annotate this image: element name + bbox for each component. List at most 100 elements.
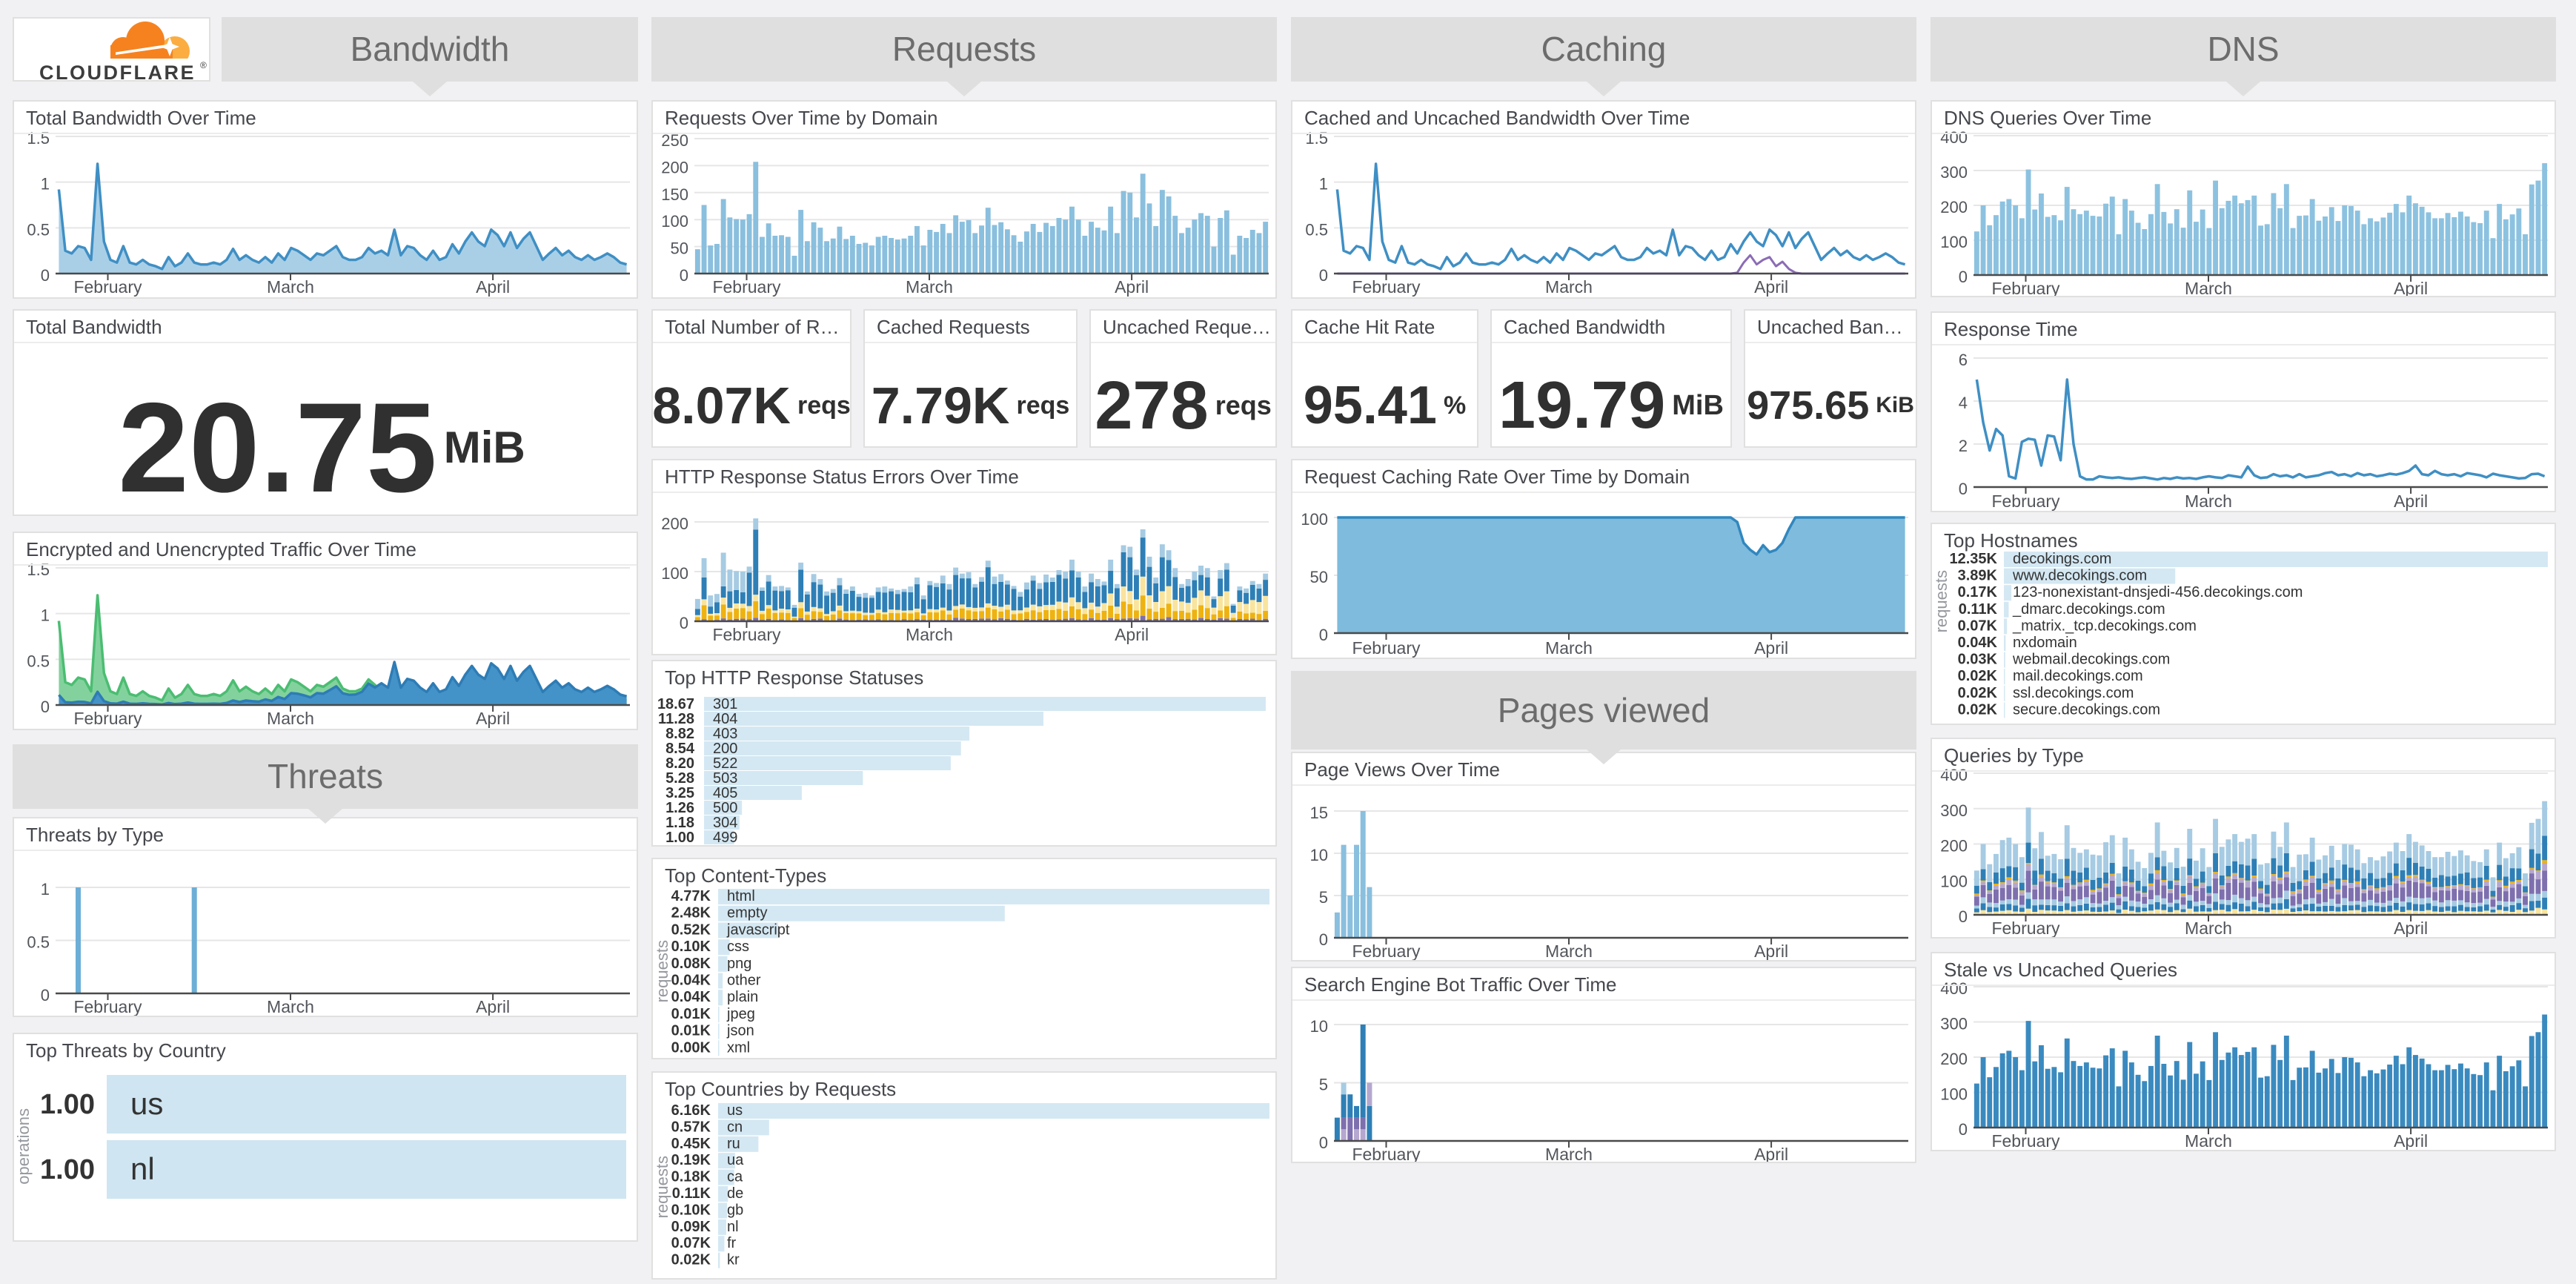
svg-text:6.16K: 6.16K <box>671 1102 711 1119</box>
svg-text:CLOUDFLARE: CLOUDFLARE <box>39 62 196 82</box>
svg-text:April: April <box>1115 277 1149 297</box>
svg-text:200: 200 <box>661 158 688 176</box>
svg-text:1.00: 1.00 <box>40 1154 95 1185</box>
svg-text:March: March <box>1545 942 1593 961</box>
svg-text:1.00: 1.00 <box>40 1089 95 1120</box>
svg-text:400: 400 <box>1940 979 1968 998</box>
svg-text:1.5: 1.5 <box>1305 129 1328 148</box>
svg-text:1: 1 <box>1319 175 1328 193</box>
svg-text:0: 0 <box>1319 626 1328 644</box>
svg-text:0: 0 <box>1319 930 1328 949</box>
svg-text:April: April <box>2394 492 2428 511</box>
svg-text:1.5: 1.5 <box>27 129 50 148</box>
svg-text:50: 50 <box>671 239 688 258</box>
svg-text:0.5: 0.5 <box>1305 220 1328 239</box>
svg-text:February: February <box>73 997 142 1016</box>
svg-text:1.5: 1.5 <box>27 560 50 579</box>
svg-text:0.19K: 0.19K <box>671 1152 711 1168</box>
svg-text:March: March <box>2185 1131 2232 1151</box>
svg-text:March: March <box>1545 638 1593 658</box>
svg-text:1.26: 1.26 <box>665 800 694 816</box>
svg-text:0: 0 <box>41 266 50 285</box>
svg-text:1: 1 <box>41 880 50 899</box>
svg-text:5.28: 5.28 <box>665 770 694 787</box>
svg-text:100: 100 <box>661 564 688 583</box>
svg-text:April: April <box>1754 638 1788 658</box>
svg-text:400: 400 <box>1940 766 1968 784</box>
svg-text:3.89K: 3.89K <box>1958 568 1998 584</box>
svg-text:0.5: 0.5 <box>27 220 50 239</box>
svg-text:nl: nl <box>727 1219 739 1235</box>
svg-text:4: 4 <box>1959 394 1968 412</box>
svg-text:123-nonexistant-dnsjedi-456.de: 123-nonexistant-dnsjedi-456.decokings.co… <box>2013 584 2303 600</box>
svg-text:0: 0 <box>1959 907 1968 926</box>
svg-text:us: us <box>130 1086 163 1121</box>
svg-text:0.11K: 0.11K <box>672 1185 711 1202</box>
svg-text:February: February <box>73 709 142 728</box>
svg-text:nl: nl <box>130 1151 155 1186</box>
svg-text:100: 100 <box>1940 872 1968 890</box>
svg-text:8.82: 8.82 <box>665 726 694 742</box>
svg-text:mail.decokings.com: mail.decokings.com <box>2013 668 2143 684</box>
svg-text:webmail.decokings.com: webmail.decokings.com <box>2012 652 2170 668</box>
svg-text:200: 200 <box>661 514 688 533</box>
svg-text:405: 405 <box>713 785 737 801</box>
svg-text:300: 300 <box>1940 801 1968 820</box>
svg-text:1.00: 1.00 <box>665 830 694 846</box>
svg-text:April: April <box>1754 277 1788 297</box>
svg-text:100: 100 <box>1940 1085 1968 1104</box>
svg-text:18.67: 18.67 <box>657 696 694 712</box>
svg-text:0: 0 <box>1319 266 1328 285</box>
svg-text:February: February <box>712 277 781 297</box>
svg-text:0.18K: 0.18K <box>671 1169 711 1185</box>
svg-text:March: March <box>2185 279 2232 297</box>
svg-text:other: other <box>727 973 761 989</box>
svg-text:499: 499 <box>713 830 737 846</box>
svg-text:0.52K: 0.52K <box>671 921 711 938</box>
svg-text:0.11K: 0.11K <box>1959 601 1998 618</box>
svg-text:March: March <box>2185 492 2232 511</box>
svg-text:de: de <box>727 1185 743 1202</box>
svg-text:0.5: 0.5 <box>27 933 50 952</box>
svg-text:0.02K: 0.02K <box>1958 668 1998 684</box>
svg-text:100: 100 <box>661 212 688 231</box>
svg-text:_matrix._tcp.decokings.com: _matrix._tcp.decokings.com <box>2012 618 2197 634</box>
svg-text:plain: plain <box>727 989 758 1005</box>
svg-text:0.02K: 0.02K <box>1958 701 1998 718</box>
svg-text:png: png <box>727 956 751 972</box>
svg-text:15: 15 <box>1310 804 1328 822</box>
svg-text:March: March <box>2185 919 2232 938</box>
svg-text:150: 150 <box>661 185 688 204</box>
svg-text:0.07K: 0.07K <box>671 1235 711 1251</box>
svg-text:ca: ca <box>727 1169 743 1185</box>
svg-text:200: 200 <box>1940 198 1968 216</box>
svg-text:4.77K: 4.77K <box>671 888 711 904</box>
svg-text:secure.decokings.com: secure.decokings.com <box>2013 701 2160 718</box>
svg-text:2: 2 <box>1959 437 1968 455</box>
svg-text:April: April <box>2394 279 2428 297</box>
svg-text:0: 0 <box>680 614 688 632</box>
svg-text:April: April <box>1115 625 1149 644</box>
svg-text:301: 301 <box>713 696 737 712</box>
svg-text:html: html <box>727 888 755 904</box>
svg-text:www.decokings.com: www.decokings.com <box>2012 568 2147 584</box>
svg-text:February: February <box>1352 942 1421 961</box>
svg-text:0.10K: 0.10K <box>671 939 711 955</box>
svg-text:javascript: javascript <box>726 921 790 938</box>
svg-text:March: March <box>267 997 314 1016</box>
svg-text:300: 300 <box>1940 163 1968 182</box>
svg-text:css: css <box>727 939 749 955</box>
svg-text:February: February <box>1991 1131 2060 1151</box>
svg-text:json: json <box>726 1023 754 1039</box>
svg-text:10: 10 <box>1310 1017 1328 1036</box>
svg-text:0.10K: 0.10K <box>671 1202 711 1218</box>
svg-text:12.35K: 12.35K <box>1950 551 1998 567</box>
svg-text:0: 0 <box>680 266 688 285</box>
svg-text:April: April <box>476 277 510 297</box>
svg-text:0: 0 <box>41 698 50 716</box>
svg-text:0.02K: 0.02K <box>1958 685 1998 701</box>
svg-text:empty: empty <box>727 905 767 921</box>
svg-text:0: 0 <box>1959 268 1968 286</box>
svg-text:100: 100 <box>1301 510 1328 529</box>
svg-text:February: February <box>1991 919 2060 938</box>
